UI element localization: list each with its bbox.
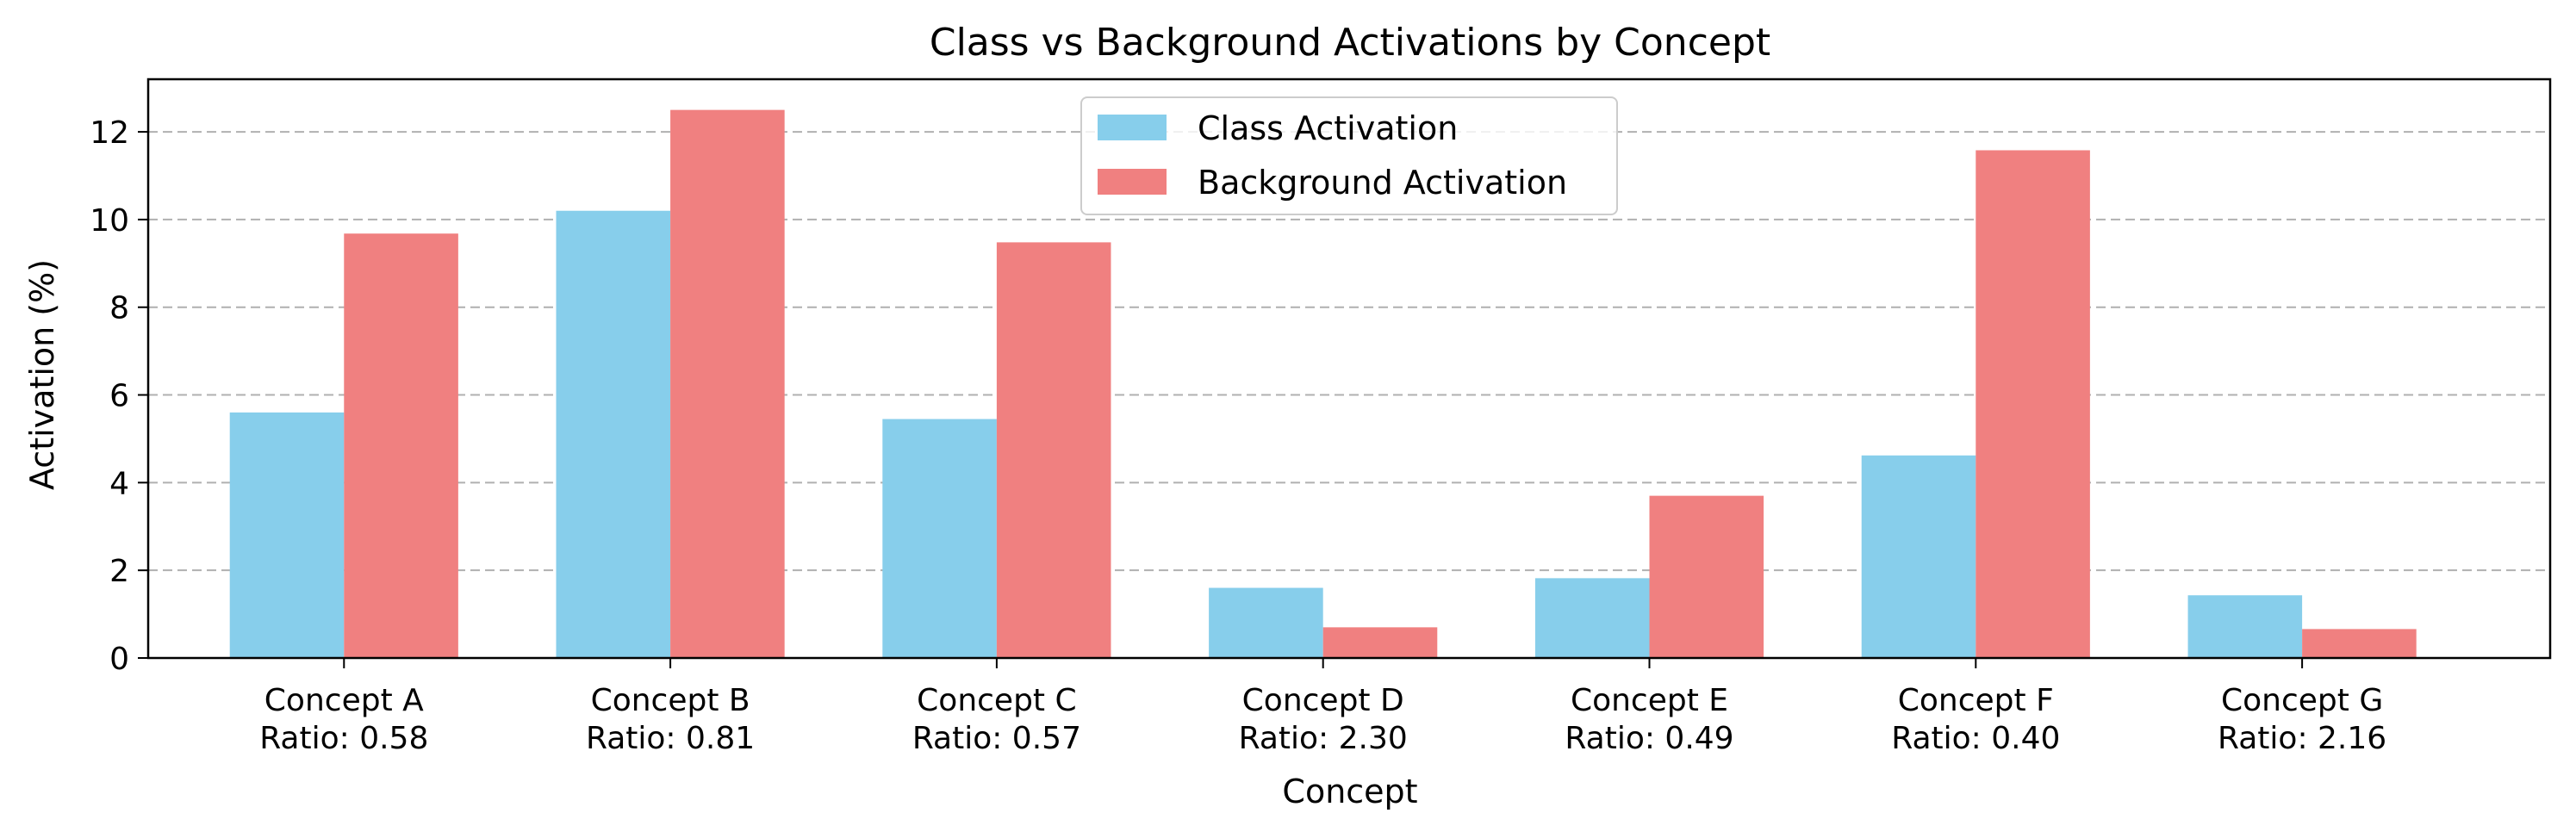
- bar-class-3: [1209, 587, 1323, 658]
- x-tick-label: Concept E: [1571, 683, 1728, 718]
- bar-background-1: [670, 109, 785, 659]
- y-axis-ticks: 0 2 4 6 8 10 12: [90, 115, 148, 677]
- x-axis-label: Concept: [1282, 773, 1417, 810]
- bar-background-0: [344, 233, 458, 658]
- y-tick-label: 12: [90, 115, 129, 151]
- y-tick-label: 10: [90, 203, 129, 239]
- bar-background-6: [2302, 629, 2417, 658]
- bar-class-5: [1861, 455, 1976, 658]
- legend-swatch-class: [1098, 115, 1167, 140]
- y-tick-label: 0: [109, 642, 129, 677]
- bar-class-2: [882, 419, 997, 658]
- legend-label-background: Background Activation: [1198, 164, 1567, 202]
- x-tick-label: Concept D: [1242, 683, 1404, 718]
- y-axis-label: Activation (%): [23, 259, 61, 490]
- y-tick-label: 4: [109, 466, 129, 501]
- x-tick-ratio-label: Ratio: 2.16: [2218, 721, 2386, 756]
- x-tick-label: Concept F: [1898, 683, 2054, 718]
- legend-box: [1080, 96, 1618, 215]
- bar-background-3: [1322, 627, 1438, 658]
- x-tick-ratio-label: Ratio: 0.57: [912, 721, 1081, 756]
- bar-background-5: [1976, 150, 2090, 659]
- x-tick-ratio-label: Ratio: 0.58: [259, 721, 428, 756]
- legend-swatch-background: [1098, 169, 1167, 195]
- bar-background-2: [996, 242, 1111, 658]
- plot-frame: [146, 78, 2552, 660]
- chart-title: Class vs Background Activations by Conce…: [930, 21, 1770, 65]
- legend: Class Activation Background Activation: [1080, 96, 1618, 215]
- x-tick-label: Concept C: [917, 683, 1076, 718]
- x-tick-ratio-label: Ratio: 0.40: [1891, 721, 2060, 756]
- x-tick-ratio-label: Ratio: 0.49: [1565, 721, 1733, 756]
- x-tick-ratio-label: Ratio: 2.30: [1239, 721, 1408, 756]
- y-tick-label: 8: [109, 291, 129, 326]
- y-tick-label: 2: [109, 554, 129, 589]
- bar-class-6: [2187, 595, 2303, 658]
- legend-label-class: Class Activation: [1198, 109, 1458, 147]
- bar-background-4: [1649, 495, 1764, 658]
- x-tick-ratio-label: Ratio: 0.81: [586, 721, 755, 756]
- x-tick-label: Concept A: [264, 683, 424, 718]
- x-tick-label: Concept B: [591, 683, 750, 718]
- y-tick-label: 6: [109, 379, 129, 414]
- bar-class-4: [1534, 578, 1650, 658]
- bar-class-1: [556, 210, 671, 658]
- bar-class-0: [229, 412, 345, 658]
- x-tick-label: Concept G: [2221, 683, 2383, 718]
- bars: [229, 109, 2417, 659]
